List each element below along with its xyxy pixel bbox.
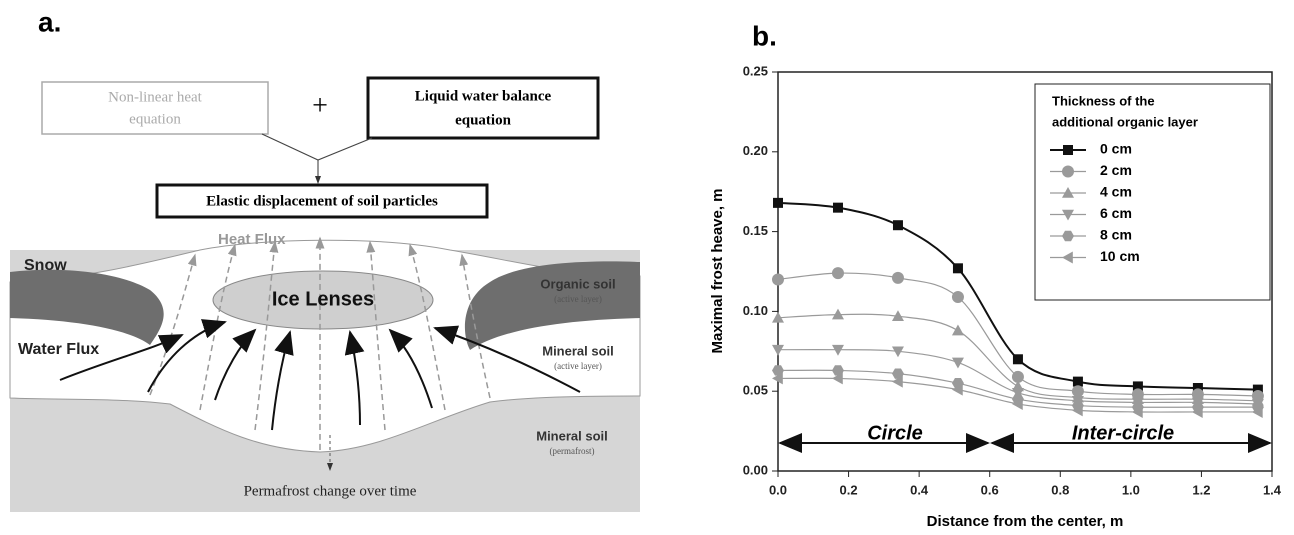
legend-marker — [1062, 230, 1074, 242]
legend-marker — [1062, 165, 1074, 178]
legend-label: 6 cm — [1100, 205, 1132, 221]
panel-a: a. Non-linear heat equation + Liquid wat… — [9, 6, 641, 512]
y-tick-label: 0.05 — [743, 383, 768, 398]
marker — [1071, 385, 1084, 398]
plot-frame — [777, 71, 1273, 472]
mineral-label: Mineral soil — [542, 343, 614, 358]
box-text: equation — [455, 112, 512, 128]
heat-flux-label: Heat Flux — [218, 231, 286, 248]
marker — [831, 365, 844, 376]
marker — [1071, 404, 1083, 417]
marker — [772, 273, 784, 286]
legend-title: Thickness of the — [1052, 93, 1155, 108]
annotation: Inter-circle — [1072, 422, 1174, 444]
marker — [891, 346, 904, 358]
marker — [951, 324, 964, 336]
y-tick-label: 0.20 — [743, 143, 768, 158]
marker — [1251, 405, 1263, 418]
y-tick-label: 0.00 — [743, 462, 768, 477]
heat-box — [41, 81, 269, 135]
x-tick-label: 0.2 — [840, 482, 858, 497]
panel-label: a. — [38, 6, 61, 37]
marker — [1192, 383, 1203, 394]
connector — [261, 133, 373, 161]
mineral-label: Mineral soil — [536, 428, 608, 443]
y-tick-label: 0.10 — [743, 303, 768, 318]
organic-sub: (active layer) — [554, 294, 602, 304]
box-text: Non-linear heat — [108, 89, 203, 105]
legend — [1034, 83, 1271, 301]
ice-lens — [212, 270, 434, 330]
water-flux-arrows — [59, 319, 581, 431]
x-tick-label: 0.6 — [981, 482, 999, 497]
plus: + — [312, 90, 328, 121]
water-box — [366, 76, 600, 140]
marker — [891, 368, 904, 379]
x-tick-label: 1.0 — [1122, 482, 1140, 497]
marker — [891, 375, 903, 388]
marker — [1072, 376, 1083, 387]
legend-marker — [1063, 145, 1073, 155]
marker — [951, 291, 964, 304]
marker — [772, 344, 784, 356]
marker — [951, 383, 963, 396]
legend-label: 4 cm — [1100, 184, 1132, 200]
marker — [1191, 405, 1203, 418]
organic-right — [464, 261, 640, 350]
y-tick-label: 0.15 — [743, 223, 768, 238]
marker — [1131, 405, 1143, 418]
marker — [772, 365, 784, 376]
box-text: Liquid water balance — [415, 88, 552, 104]
marker — [1011, 397, 1023, 410]
annotation: Circle — [867, 422, 923, 444]
marker — [832, 202, 843, 213]
snow-label: Snow — [24, 257, 67, 274]
water-flux-label: Water Flux — [18, 341, 99, 358]
mineral-sub: (active layer) — [554, 361, 602, 371]
marker — [951, 357, 964, 369]
legend-label: 2 cm — [1100, 162, 1132, 178]
marker — [1252, 384, 1263, 395]
marker — [891, 310, 904, 321]
marker — [831, 267, 844, 280]
x-tick-label: 1.4 — [1263, 482, 1282, 497]
ice-lenses-label: Ice Lenses — [272, 288, 374, 310]
box-text: Elastic displacement of soil particles — [206, 193, 438, 209]
marker — [1012, 354, 1023, 365]
organic-left — [10, 269, 164, 345]
marker — [773, 197, 783, 208]
marker — [1132, 381, 1143, 392]
legend-label: 0 cm — [1100, 141, 1132, 157]
legend-marker — [1062, 187, 1074, 198]
y-tick-label: 0.25 — [743, 63, 768, 78]
x-tick-label: 0.0 — [769, 482, 787, 497]
permafrost-label: Permafrost change over time — [244, 483, 417, 499]
legend-title: additional organic layer — [1052, 114, 1198, 129]
marker — [772, 372, 783, 385]
panel-label: b. — [752, 20, 777, 51]
x-tick-label: 1.2 — [1192, 482, 1210, 497]
marker — [831, 344, 844, 356]
marker — [772, 311, 784, 323]
x-tick-label: 0.4 — [910, 482, 929, 497]
legend-label: 10 cm — [1100, 248, 1140, 264]
box-text: equation — [129, 111, 181, 127]
x-tick-label: 0.8 — [1051, 482, 1069, 497]
marker — [891, 271, 904, 284]
marker — [1011, 370, 1024, 383]
marker — [831, 372, 843, 385]
marker — [831, 308, 844, 320]
x-axis-label: Distance from the center, m — [927, 513, 1124, 530]
marker — [952, 263, 963, 274]
organic-label: Organic soil — [540, 276, 615, 291]
marker — [892, 220, 903, 231]
mineral-sub: (permafrost) — [550, 446, 595, 456]
marker — [1011, 387, 1024, 399]
legend-marker — [1062, 251, 1073, 264]
elastic-box — [155, 183, 489, 219]
legend-label: 8 cm — [1100, 227, 1132, 243]
legend-marker — [1062, 209, 1074, 221]
y-axis-label: Maximal frost heave, m — [709, 188, 726, 353]
